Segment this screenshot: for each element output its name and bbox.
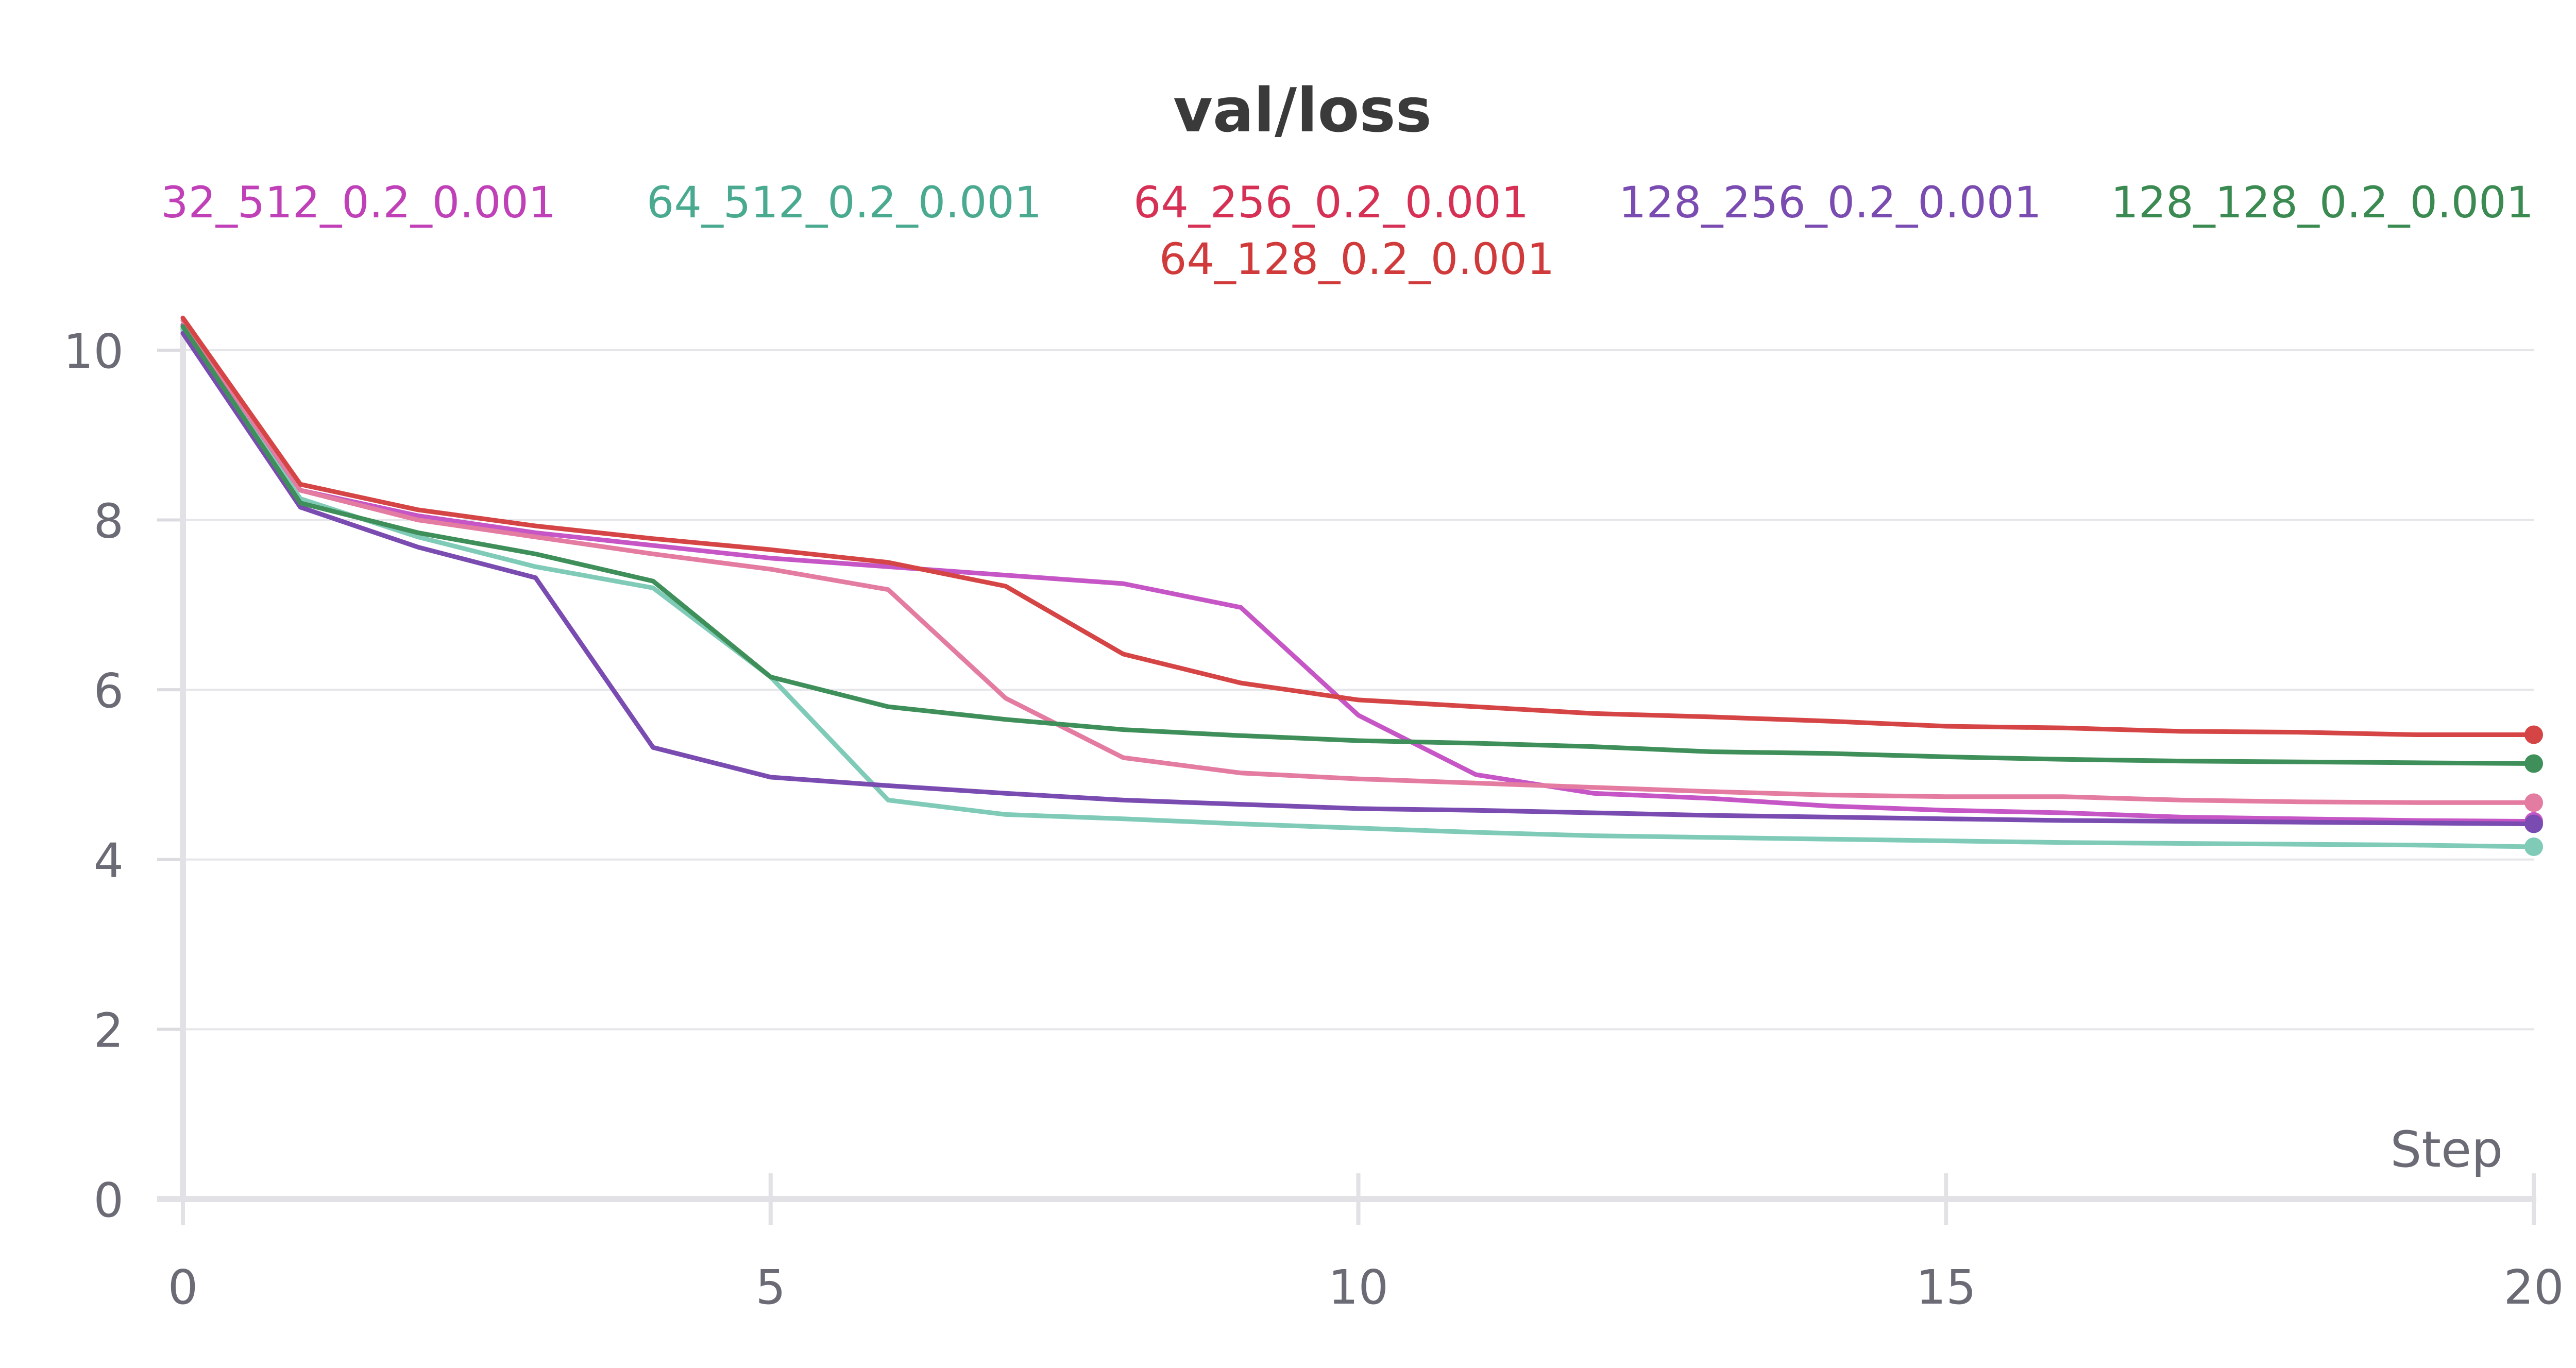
y-tick-label: 8 — [93, 494, 124, 549]
legend-entry-0[interactable]: 32_512_0.2_0.001 — [161, 177, 556, 228]
series-lines — [180, 315, 2536, 849]
x-axis-label: Step — [2390, 1121, 2503, 1178]
series-end-point-4 — [2524, 754, 2543, 773]
series-end-point-3 — [2524, 814, 2543, 833]
grid — [183, 349, 2534, 1031]
axes: 0 2 4 6 8 10 0 5 10 15 20 — [63, 324, 2564, 1315]
series-end-point-5 — [2524, 725, 2543, 744]
chart-title: val/loss — [1173, 75, 1432, 146]
y-tick-label: 0 — [93, 1173, 124, 1228]
series-line-1 — [180, 327, 2536, 849]
series-line-2 — [180, 318, 2536, 805]
legend-entry-3[interactable]: 128_256_0.2_0.001 — [1619, 177, 2042, 228]
x-tick-label: 10 — [1328, 1260, 1388, 1315]
legend-entry-2[interactable]: 64_256_0.2_0.001 — [1133, 177, 1529, 228]
y-tick-label: 10 — [63, 324, 124, 379]
legend-entry-1[interactable]: 64_512_0.2_0.001 — [647, 177, 1042, 228]
series-end-point-2 — [2524, 793, 2543, 812]
legend-entry-5[interactable]: 64_128_0.2_0.001 — [1159, 234, 1554, 284]
series-line-4 — [180, 324, 2536, 766]
x-tick-label: 15 — [1916, 1260, 1976, 1315]
x-tick-label: 0 — [168, 1260, 198, 1315]
series-line-0 — [180, 322, 2536, 824]
y-tick-label: 2 — [93, 1003, 124, 1058]
series-line-5 — [180, 315, 2536, 737]
series-line-3 — [180, 331, 2536, 827]
y-tick-label: 6 — [93, 663, 124, 719]
legend: 32_512_0.2_0.001 64_512_0.2_0.001 64_256_0… — [161, 177, 2534, 284]
legend-entry-4[interactable]: 128_128_0.2_0.001 — [2111, 177, 2534, 228]
end-points — [2524, 725, 2543, 857]
x-tick-label: 20 — [2503, 1260, 2564, 1315]
x-tick-label: 5 — [755, 1260, 786, 1315]
series-end-point-1 — [2524, 837, 2543, 857]
y-tick-label: 4 — [93, 833, 124, 888]
